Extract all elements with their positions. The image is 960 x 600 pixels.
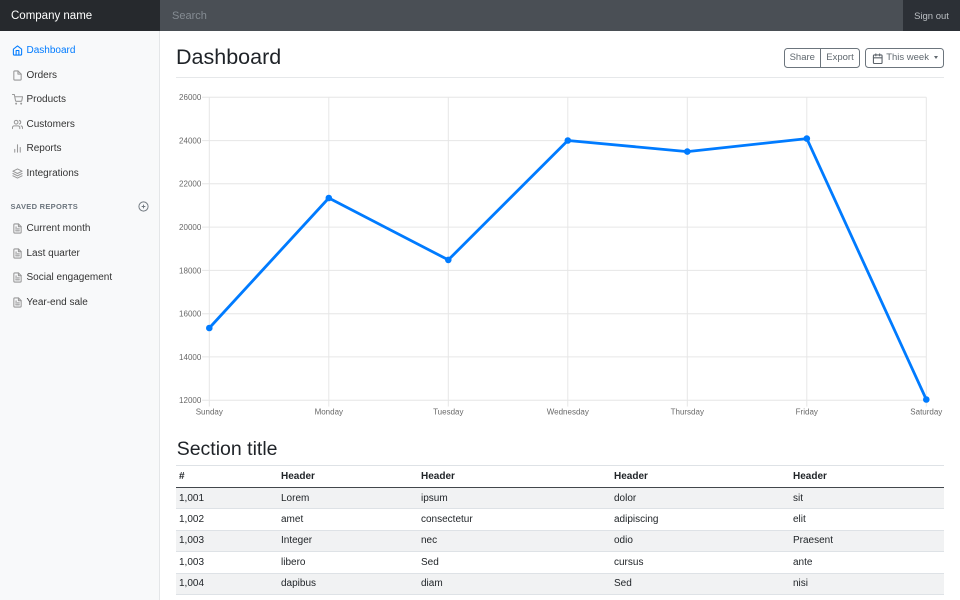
svg-text:24000: 24000: [179, 137, 202, 146]
svg-text:Thursday: Thursday: [671, 407, 704, 416]
svg-text:Saturday: Saturday: [910, 407, 942, 416]
svg-text:Monday: Monday: [315, 407, 343, 416]
svg-text:20000: 20000: [179, 223, 202, 232]
svg-text:16000: 16000: [179, 310, 202, 319]
svg-text:Wednesday: Wednesday: [547, 407, 589, 416]
svg-text:Friday: Friday: [796, 407, 818, 416]
svg-text:26000: 26000: [179, 93, 202, 102]
svg-text:12000: 12000: [179, 396, 202, 405]
svg-text:14000: 14000: [179, 353, 202, 362]
svg-text:22000: 22000: [179, 180, 202, 189]
svg-text:18000: 18000: [179, 266, 202, 275]
svg-text:Sunday: Sunday: [196, 407, 223, 416]
svg-text:Tuesday: Tuesday: [433, 407, 463, 416]
